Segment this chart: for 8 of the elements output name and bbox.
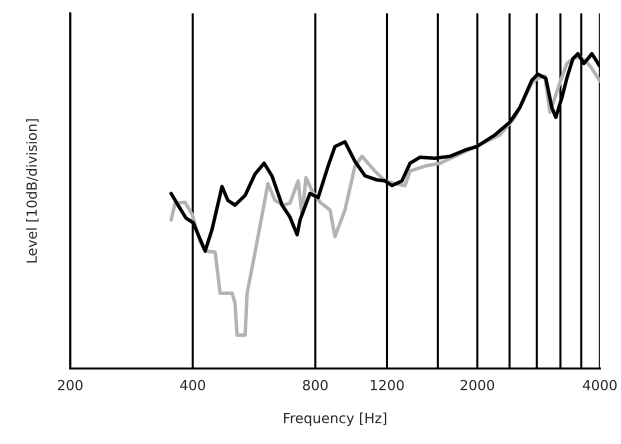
x-tick-label: 4000: [582, 380, 617, 390]
y-axis-title: Level [10dB/division]: [26, 119, 39, 262]
x-axis-title: Frequency [Hz]: [284, 412, 386, 426]
x-tick-label: 1200: [370, 380, 404, 390]
x-tick-label: 200: [58, 380, 83, 390]
x-tick-label: 800: [302, 380, 328, 390]
x-tick-label: 2000: [460, 380, 494, 390]
x-tick-label: 400: [180, 380, 206, 390]
